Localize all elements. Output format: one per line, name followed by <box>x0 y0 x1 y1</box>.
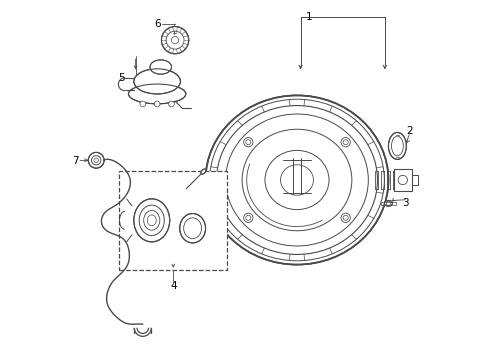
Bar <box>120 171 227 270</box>
Circle shape <box>169 101 174 107</box>
Ellipse shape <box>389 132 406 159</box>
Ellipse shape <box>180 213 205 243</box>
Text: 3: 3 <box>402 198 409 208</box>
Ellipse shape <box>128 84 186 104</box>
Text: 1: 1 <box>306 12 313 22</box>
Ellipse shape <box>134 69 180 94</box>
Circle shape <box>161 27 189 54</box>
Text: 2: 2 <box>406 126 413 135</box>
Text: 7: 7 <box>73 156 79 166</box>
Ellipse shape <box>134 199 170 242</box>
Text: 5: 5 <box>118 73 124 83</box>
Bar <box>394 169 412 191</box>
Ellipse shape <box>150 60 172 74</box>
Circle shape <box>88 152 104 168</box>
Circle shape <box>154 101 160 107</box>
Ellipse shape <box>205 95 389 265</box>
Ellipse shape <box>201 169 206 174</box>
Ellipse shape <box>385 201 392 206</box>
Text: 6: 6 <box>154 19 160 29</box>
Text: 4: 4 <box>170 281 176 291</box>
Circle shape <box>140 101 146 107</box>
Circle shape <box>398 175 408 185</box>
Bar <box>381 202 396 205</box>
